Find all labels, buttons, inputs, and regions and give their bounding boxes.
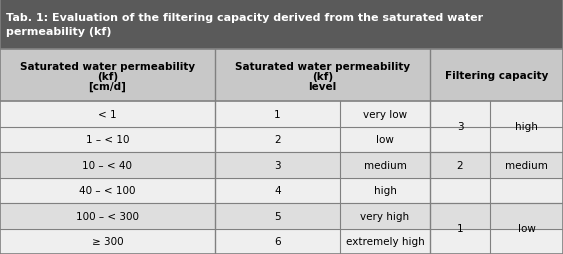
Text: Tab. 1: Evaluation of the filtering capacity derived from the saturated water: Tab. 1: Evaluation of the filtering capa… bbox=[6, 13, 483, 23]
Text: 100 – < 300: 100 – < 300 bbox=[76, 211, 139, 221]
Text: 1: 1 bbox=[457, 224, 463, 234]
Text: very low: very low bbox=[363, 109, 407, 119]
Text: (kf): (kf) bbox=[97, 72, 118, 82]
Text: Filtering capacity: Filtering capacity bbox=[445, 71, 548, 81]
Text: 6: 6 bbox=[274, 236, 281, 246]
Text: 40 – < 100: 40 – < 100 bbox=[79, 185, 136, 196]
Polygon shape bbox=[0, 229, 563, 254]
Text: medium: medium bbox=[364, 160, 406, 170]
Text: [cm/d]: [cm/d] bbox=[88, 82, 127, 92]
Text: 1 – < 10: 1 – < 10 bbox=[86, 135, 129, 145]
Text: low: low bbox=[376, 135, 394, 145]
Text: 10 – < 40: 10 – < 40 bbox=[83, 160, 132, 170]
Text: 5: 5 bbox=[274, 211, 281, 221]
Text: permeability (kf): permeability (kf) bbox=[6, 27, 111, 37]
Polygon shape bbox=[0, 0, 563, 50]
Text: 3: 3 bbox=[274, 160, 281, 170]
Text: high: high bbox=[515, 122, 538, 132]
Polygon shape bbox=[0, 127, 563, 152]
Text: 1: 1 bbox=[274, 109, 281, 119]
Text: high: high bbox=[374, 185, 396, 196]
Text: very high: very high bbox=[360, 211, 409, 221]
Text: Saturated water permeability: Saturated water permeability bbox=[235, 62, 410, 72]
Polygon shape bbox=[0, 178, 563, 203]
Polygon shape bbox=[0, 152, 563, 178]
Text: extremely high: extremely high bbox=[346, 236, 425, 246]
Text: ≥ 300: ≥ 300 bbox=[92, 236, 123, 246]
Text: 3: 3 bbox=[457, 122, 463, 132]
Text: 2: 2 bbox=[274, 135, 281, 145]
Text: low: low bbox=[517, 224, 535, 234]
Text: 2: 2 bbox=[457, 160, 463, 170]
Text: 4: 4 bbox=[274, 185, 281, 196]
Text: (kf): (kf) bbox=[312, 72, 333, 82]
Text: Saturated water permeability: Saturated water permeability bbox=[20, 62, 195, 72]
Text: level: level bbox=[309, 82, 337, 92]
Polygon shape bbox=[0, 102, 563, 127]
Text: medium: medium bbox=[505, 160, 548, 170]
Polygon shape bbox=[0, 50, 563, 102]
Text: < 1: < 1 bbox=[98, 109, 117, 119]
Polygon shape bbox=[0, 203, 563, 229]
